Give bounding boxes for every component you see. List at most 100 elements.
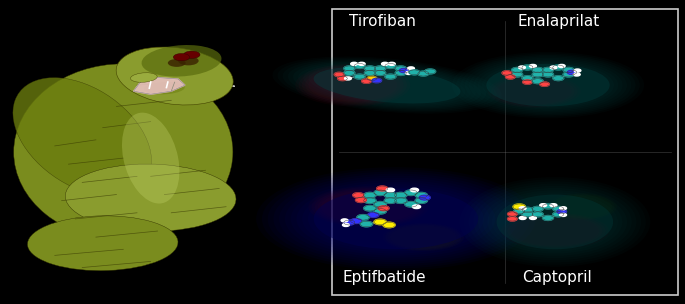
Ellipse shape (497, 195, 613, 249)
Circle shape (543, 67, 553, 72)
Circle shape (351, 219, 362, 223)
Ellipse shape (273, 174, 519, 264)
Circle shape (519, 66, 525, 69)
Ellipse shape (385, 224, 462, 250)
Circle shape (338, 76, 347, 81)
Circle shape (560, 207, 566, 210)
Ellipse shape (314, 67, 460, 103)
Circle shape (560, 213, 566, 216)
Circle shape (523, 80, 532, 84)
Ellipse shape (483, 188, 627, 256)
Ellipse shape (552, 195, 612, 218)
Circle shape (409, 70, 420, 75)
Circle shape (345, 77, 351, 80)
Circle shape (168, 59, 186, 67)
Circle shape (358, 62, 365, 65)
Ellipse shape (27, 216, 178, 271)
Text: Enalaprilat: Enalaprilat (517, 14, 599, 29)
Ellipse shape (488, 75, 581, 108)
Circle shape (540, 82, 549, 86)
Circle shape (419, 195, 430, 200)
Circle shape (557, 209, 566, 214)
Circle shape (395, 198, 407, 203)
Ellipse shape (283, 59, 491, 111)
Circle shape (512, 72, 523, 77)
Ellipse shape (288, 60, 486, 110)
Circle shape (532, 212, 543, 217)
Circle shape (508, 217, 517, 221)
Ellipse shape (13, 78, 151, 196)
Circle shape (362, 79, 371, 83)
Ellipse shape (388, 225, 459, 250)
Ellipse shape (490, 76, 578, 107)
Ellipse shape (305, 67, 401, 103)
Ellipse shape (321, 190, 416, 223)
Circle shape (184, 51, 200, 58)
Text: Eptifbatide: Eptifbatide (342, 270, 426, 285)
Ellipse shape (469, 181, 641, 262)
Ellipse shape (131, 73, 157, 82)
Circle shape (354, 74, 365, 79)
Circle shape (532, 67, 543, 72)
Circle shape (341, 219, 348, 222)
Ellipse shape (477, 61, 619, 109)
Circle shape (385, 74, 396, 79)
Circle shape (384, 198, 397, 203)
Polygon shape (134, 78, 185, 94)
Ellipse shape (487, 190, 623, 254)
Circle shape (368, 212, 379, 217)
Ellipse shape (285, 178, 507, 260)
Circle shape (364, 206, 376, 211)
Circle shape (532, 79, 543, 84)
Circle shape (543, 204, 553, 209)
Ellipse shape (473, 59, 623, 111)
Ellipse shape (452, 52, 644, 118)
Ellipse shape (122, 113, 179, 203)
Circle shape (372, 78, 382, 83)
Text: Captopril: Captopril (522, 270, 592, 285)
Circle shape (178, 56, 199, 65)
Ellipse shape (293, 62, 481, 109)
Circle shape (364, 66, 375, 71)
Circle shape (405, 202, 417, 207)
Circle shape (384, 192, 397, 198)
Circle shape (374, 190, 386, 195)
Ellipse shape (492, 192, 618, 251)
Circle shape (386, 188, 395, 192)
Circle shape (543, 72, 553, 77)
FancyBboxPatch shape (332, 9, 678, 295)
Ellipse shape (501, 213, 609, 249)
Circle shape (377, 186, 388, 191)
Circle shape (418, 71, 429, 76)
Circle shape (522, 76, 533, 81)
Circle shape (405, 190, 417, 195)
Ellipse shape (308, 69, 397, 102)
Circle shape (553, 76, 564, 81)
Ellipse shape (302, 66, 403, 104)
Circle shape (567, 70, 577, 74)
Ellipse shape (65, 164, 236, 231)
Ellipse shape (279, 176, 512, 262)
Circle shape (540, 204, 547, 207)
Circle shape (173, 54, 190, 61)
Circle shape (344, 220, 355, 225)
Ellipse shape (268, 171, 524, 266)
Circle shape (375, 71, 386, 75)
Circle shape (395, 192, 407, 198)
Circle shape (415, 192, 427, 198)
Ellipse shape (314, 188, 423, 225)
Ellipse shape (473, 184, 636, 260)
Circle shape (375, 66, 386, 71)
Circle shape (367, 76, 377, 81)
Ellipse shape (308, 66, 466, 105)
Circle shape (415, 198, 427, 203)
Circle shape (357, 215, 369, 220)
Circle shape (374, 209, 386, 214)
Ellipse shape (460, 55, 636, 115)
Ellipse shape (308, 186, 484, 251)
Ellipse shape (297, 182, 495, 256)
Circle shape (334, 72, 344, 77)
Ellipse shape (456, 54, 640, 117)
Circle shape (530, 216, 536, 219)
Circle shape (360, 221, 373, 227)
